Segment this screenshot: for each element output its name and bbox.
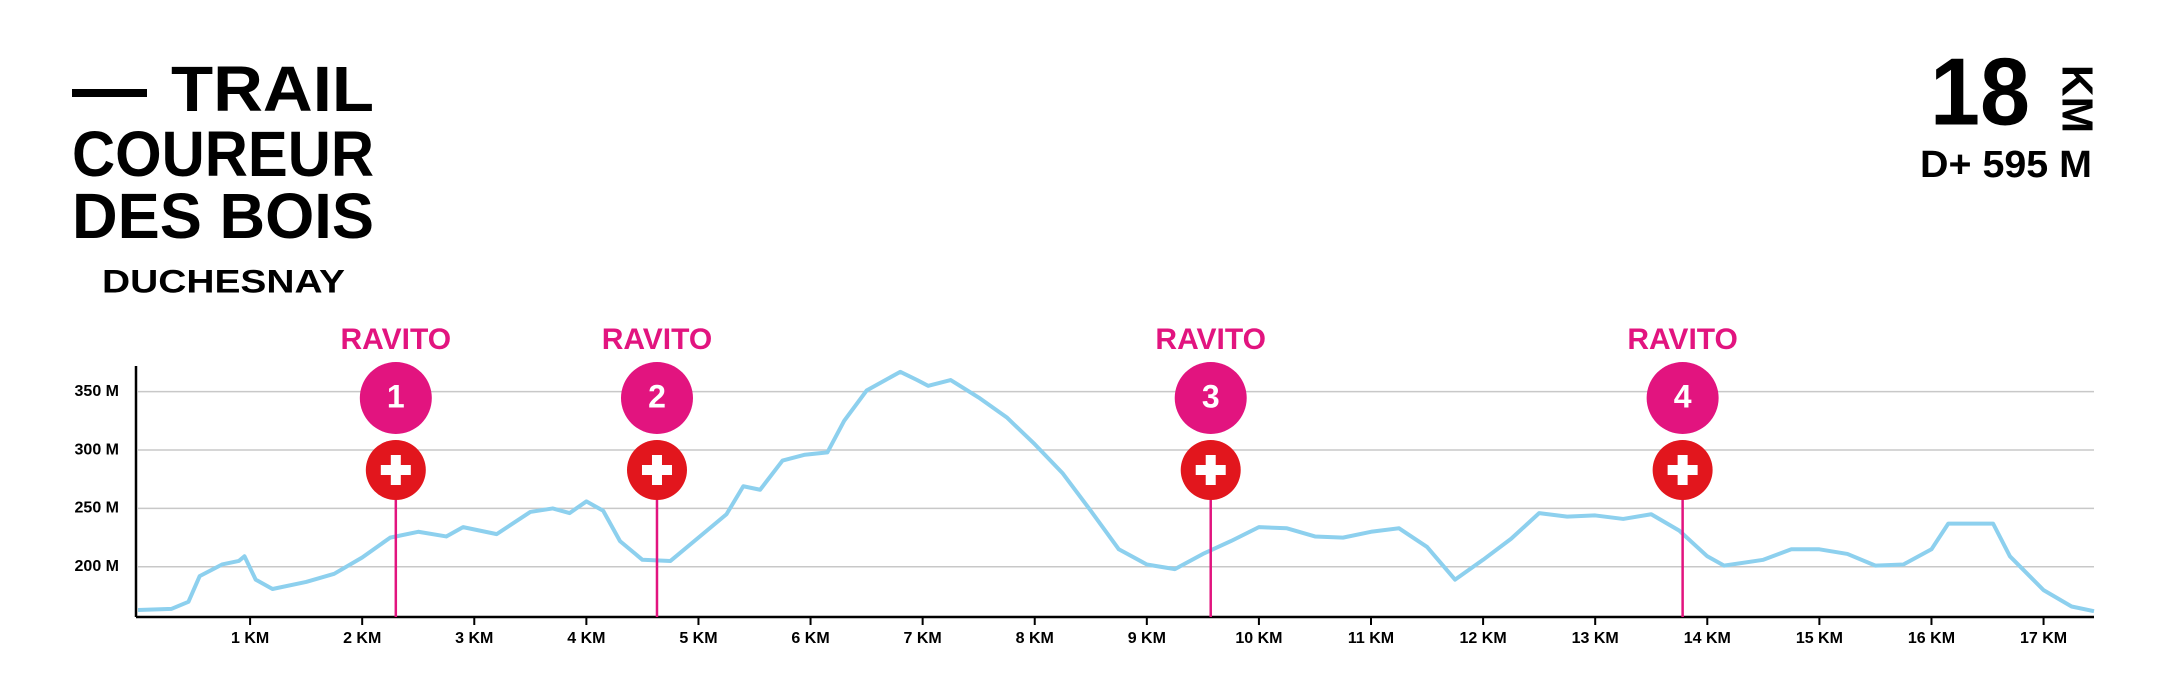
x-tick-label: 7 KM (904, 630, 942, 647)
y-tick-label: 300 M (75, 441, 119, 458)
title-dash (72, 89, 147, 97)
x-tick-label: 11 KM (1348, 630, 1394, 647)
x-tick-label: 3 KM (455, 630, 493, 647)
title-line: COUREUR (72, 118, 374, 190)
aid-cross (651, 455, 662, 485)
aid-station-badge (1646, 362, 1719, 434)
aid-station-number: 1 (387, 378, 405, 414)
aid-station-badge (359, 362, 432, 434)
aid-station-label: RAVITO (1627, 323, 1738, 356)
aid-station-label: RAVITO (1155, 323, 1266, 356)
x-tick-label: 14 KM (1684, 630, 1731, 647)
x-tick-label: 6 KM (791, 630, 829, 647)
aid-station-number: 4 (1674, 378, 1692, 414)
distance: 18 (1930, 38, 2030, 145)
y-tick-label: 350 M (75, 383, 119, 400)
x-tick-label: 10 KM (1235, 630, 1282, 647)
elevation-line (137, 369, 2095, 614)
x-tick-label: 15 KM (1796, 630, 1843, 647)
x-tick-label: 8 KM (1016, 630, 1054, 647)
x-tick-label: 16 KM (1908, 630, 1955, 647)
x-tick-label: 1 KM (231, 630, 269, 647)
aid-station-number: 2 (648, 378, 666, 414)
distance-unit: KM (2052, 65, 2101, 133)
aid-station-label: RAVITO (341, 323, 452, 356)
aid-cross (1205, 455, 1216, 485)
title-line: TRAIL (171, 53, 374, 125)
x-tick-label: 12 KM (1460, 630, 1507, 647)
y-tick-label: 200 M (75, 558, 119, 575)
x-tick-label: 13 KM (1572, 630, 1619, 647)
aid-station-badge (1174, 362, 1247, 434)
aid-station-badge (620, 362, 693, 434)
aid-cross (390, 455, 401, 485)
title-line: DES BOIS (72, 180, 374, 252)
y-tick-label: 250 M (75, 500, 119, 517)
aid-station-number: 3 (1202, 378, 1220, 414)
subtitle: DUCHESNAY (102, 263, 345, 299)
x-tick-label: 2 KM (343, 630, 381, 647)
elevation-gain: D+ 595 M (1920, 144, 2092, 186)
x-tick-label: 17 KM (2020, 630, 2067, 647)
x-tick-label: 5 KM (679, 630, 717, 647)
x-tick-label: 4 KM (567, 630, 605, 647)
x-tick-label: 9 KM (1128, 630, 1166, 647)
aid-cross (1677, 455, 1688, 485)
aid-station-label: RAVITO (602, 323, 713, 356)
